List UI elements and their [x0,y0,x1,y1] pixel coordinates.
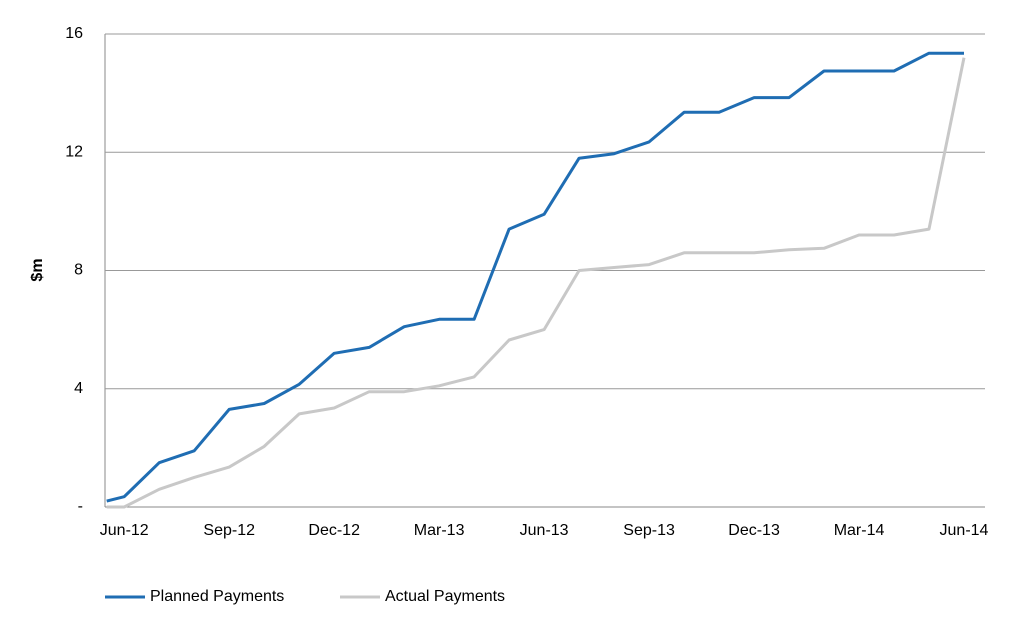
y-tick-label: 8 [74,262,83,279]
x-tick-label: Dec-13 [728,522,780,539]
y-axis-label: $m [29,258,46,281]
legend-label: Planned Payments [150,588,284,605]
x-tick-label: Sep-12 [203,522,255,539]
legend-label: Actual Payments [385,588,505,605]
x-tick-label: Sep-13 [623,522,675,539]
x-tick-label: Jun-12 [100,522,149,539]
y-tick-label: - [78,498,83,515]
y-tick-label: 12 [65,143,83,160]
x-tick-label: Jun-13 [520,522,569,539]
x-tick-label: Dec-12 [308,522,360,539]
series-line [106,57,966,509]
series-line [106,51,964,503]
y-tick-label: 4 [74,380,83,397]
y-tick-label: 16 [65,25,83,42]
x-tick-label: Mar-13 [414,522,465,539]
x-tick-label: Mar-14 [834,522,885,539]
x-tick-label: Jun-14 [940,522,989,539]
